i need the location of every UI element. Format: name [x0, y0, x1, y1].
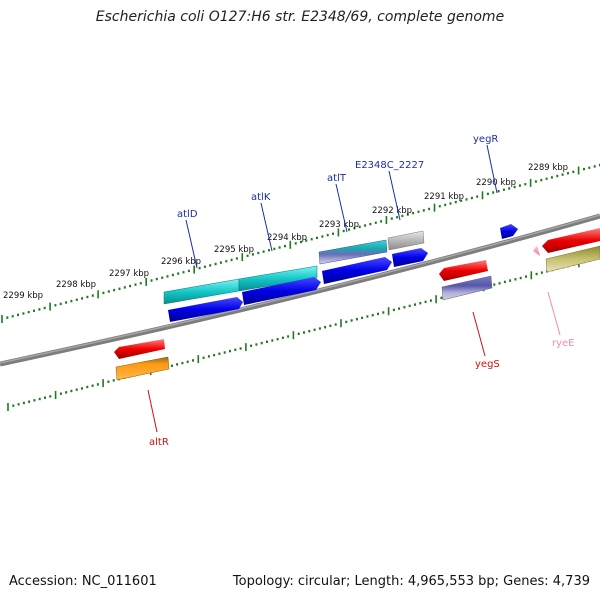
gene-yegR-cds[interactable] [500, 224, 518, 239]
kbp-label: 2298 kbp [56, 280, 96, 290]
gene-atlK-cyan[interactable] [238, 265, 318, 292]
kbp-label: 2295 kbp [214, 245, 254, 255]
gene-label-yegR[interactable]: yegR [473, 134, 498, 145]
kbp-label: 2299 kbp [3, 291, 43, 301]
kbp-label: 2290 kbp [476, 178, 516, 188]
gene-label-yegS[interactable]: yegS [475, 359, 500, 370]
gene-label-altR[interactable]: altR [149, 437, 169, 448]
gene-altR-cds[interactable] [114, 339, 165, 359]
kbp-label: 2297 kbp [109, 269, 149, 279]
gene-olive-edge[interactable] [545, 245, 600, 273]
gene-labels: atlD atlK atlT E2348C_2227 yegR altR yeg… [149, 134, 575, 448]
gene-label-connectors [147, 144, 561, 433]
genome-summary-text: Topology: circular; Length: 4,965,553 bp… [232, 574, 590, 589]
gene-atlD-cds[interactable] [168, 297, 243, 322]
kbp-scale: 2299 kbp 2298 kbp 2297 kbp 2296 kbp 2295… [3, 163, 568, 301]
gene-label-ryeE[interactable]: ryeE [552, 338, 575, 349]
gene-yegS-striped[interactable] [441, 275, 493, 301]
gene-label-E2348C_2227[interactable]: E2348C_2227 [355, 160, 424, 171]
genome-title: Escherichia coli O127:H6 str. E2348/69, … [95, 9, 505, 25]
gene-altR-orange[interactable] [115, 356, 170, 381]
gene-yegS-cds[interactable] [439, 260, 488, 281]
kbp-label: 2289 kbp [528, 163, 568, 173]
kbp-label: 2293 kbp [319, 220, 359, 230]
gene-E2348C_2227-cds[interactable] [392, 248, 428, 267]
kbp-label: 2294 kbp [267, 233, 307, 243]
reverse-strand-genes [114, 228, 600, 381]
kbp-label: 2292 kbp [372, 206, 412, 216]
gene-red-edge[interactable] [542, 228, 600, 253]
upper-tick-track [1, 163, 600, 323]
gene-atlT-striped[interactable] [318, 239, 388, 265]
gene-label-atlK[interactable]: atlK [251, 192, 271, 203]
gene-label-atlD[interactable]: atlD [177, 209, 198, 220]
gene-label-atlT[interactable]: atlT [327, 173, 347, 184]
gene-E2348C_2227-grey[interactable] [387, 230, 425, 251]
kbp-label: 2291 kbp [424, 192, 464, 202]
gene-atlT-cds[interactable] [322, 257, 392, 284]
kbp-label: 2296 kbp [161, 257, 201, 267]
forward-strand-genes [163, 224, 518, 322]
gene-ryeE[interactable] [533, 245, 540, 256]
genome-backbone [0, 213, 600, 367]
gene-atlK-cds[interactable] [242, 277, 321, 305]
accession-text: Accession: NC_011601 [9, 574, 157, 589]
